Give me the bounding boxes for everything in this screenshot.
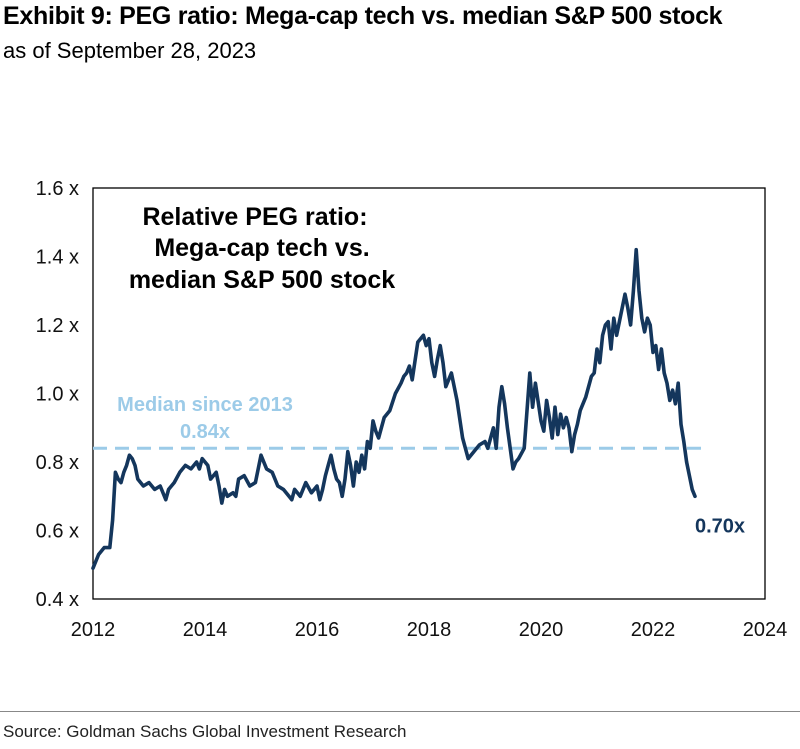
x-tick-label: 2024 [743,619,788,641]
y-axis: 0.4 x 0.6 x 0.8 x 1.0 x 1.2 x 1.4 x 1.6 x [36,178,79,611]
y-tick-label: 0.4 x [36,589,79,611]
y-tick-label: 0.8 x [36,452,79,474]
plot-frame [92,187,766,600]
series-line [91,247,697,571]
x-tick-label: 2014 [183,619,228,641]
median-label: Median since 2013 [117,394,293,416]
x-tick-label: 2016 [295,619,340,641]
y-tick-label: 1.0 x [36,384,79,406]
x-tick-label: 2020 [519,619,564,641]
median-value-label: 0.84x [180,421,230,443]
page-title: Exhibit 9: PEG ratio: Mega-cap tech vs. … [3,2,723,30]
chart-title-line-2: Mega-cap tech vs. [154,234,369,262]
source-note: Source: Goldman Sachs Global Investment … [3,722,407,741]
chart-title-line-1: Relative PEG ratio: [142,203,367,231]
x-tick-label: 2022 [631,619,676,641]
y-tick-label: 1.2 x [36,315,79,337]
x-tick-label: 2018 [407,619,452,641]
x-tick-label: 2012 [71,619,116,641]
y-tick-label: 1.6 x [36,178,79,200]
chart-title-line-3: median S&P 500 stock [129,266,395,294]
y-tick-label: 1.4 x [36,247,79,269]
footer-divider [0,711,800,712]
page-subtitle: as of September 28, 2023 [3,38,257,63]
last-value-label: 0.70x [695,515,745,537]
y-tick-label: 0.6 x [36,521,79,543]
x-axis: 2012 2014 2016 2018 2020 2022 2024 [71,619,788,641]
